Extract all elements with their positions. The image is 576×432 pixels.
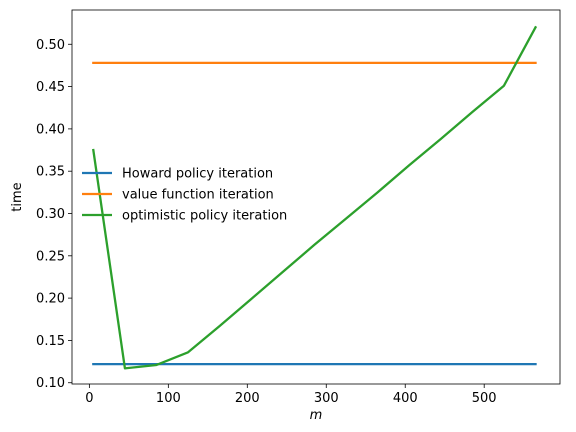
y-tick-label: 0.45	[36, 80, 65, 95]
y-tick-label: 0.35	[36, 165, 65, 180]
x-tick-label: 100	[156, 391, 181, 406]
y-tick-label: 0.25	[36, 249, 65, 264]
series-line-2	[92, 25, 538, 370]
x-axis-ticks: 0 100 200 300 400 500	[85, 384, 497, 406]
y-tick-label: 0.30	[36, 207, 65, 222]
x-tick-label: 400	[393, 391, 418, 406]
y-tick-label: 0.20	[36, 292, 65, 307]
y-tick-label: 0.10	[36, 376, 65, 391]
x-tick-label: 500	[472, 391, 497, 406]
x-tick-label: 300	[314, 391, 339, 406]
y-tick-label: 0.15	[36, 334, 65, 349]
legend-label-2: optimistic policy iteration	[122, 209, 287, 224]
y-tick-label: 0.40	[36, 122, 65, 137]
y-axis-label: time	[10, 182, 25, 211]
x-axis-label: m	[310, 408, 323, 423]
legend: Howard policy iteration value function it…	[82, 167, 287, 224]
legend-label-1: value function iteration	[122, 188, 274, 203]
y-axis-ticks: 0.10 0.15 0.20 0.25 0.30 0.35 0.40 0.45 0.50	[36, 38, 72, 391]
y-tick-label: 0.50	[36, 38, 65, 53]
x-tick-label: 0	[85, 391, 93, 406]
x-tick-label: 200	[235, 391, 260, 406]
series-layer	[92, 25, 538, 370]
legend-label-0: Howard policy iteration	[122, 167, 273, 182]
plot-frame	[71, 9, 561, 385]
